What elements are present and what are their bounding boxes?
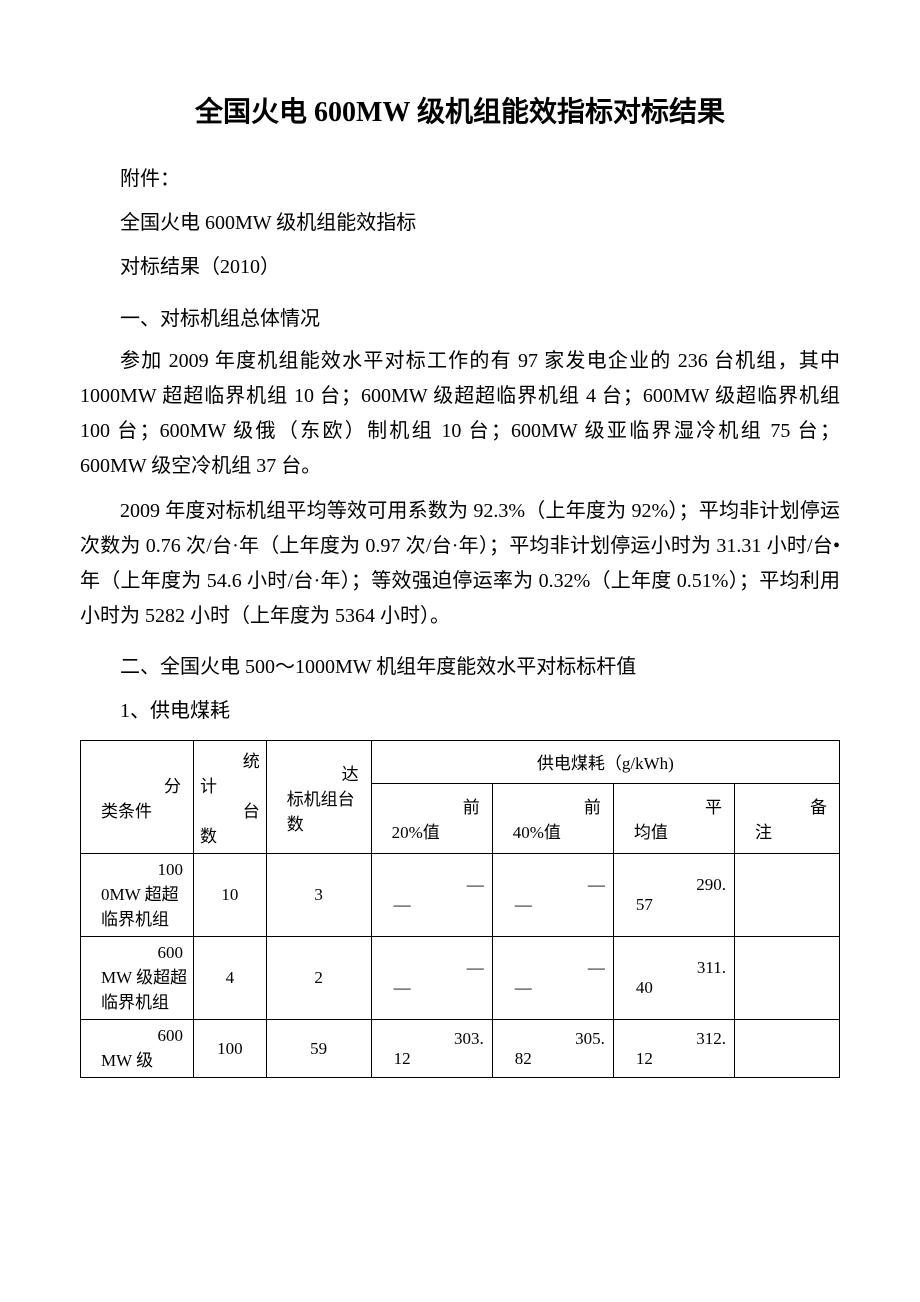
subtitle-line-1: 全国火电 600MW 级机组能效指标 xyxy=(80,204,840,242)
cell-note xyxy=(734,937,839,1020)
cell-category: 600 MW 级 xyxy=(81,1020,194,1078)
header-coal-group: 供电煤耗（g/kWh) xyxy=(371,741,839,784)
cell-count: 4 xyxy=(194,937,267,1020)
paragraph-1: 参加 2009 年度机组能效水平对标工作的有 97 家发电企业的 236 台机组… xyxy=(80,344,840,484)
section-2-1-heading: 1、供电煤耗 xyxy=(80,692,840,730)
header-avg: 平 均值 xyxy=(613,783,734,854)
section-1-heading: 一、对标机组总体情况 xyxy=(80,300,840,338)
header-count: 统 计 台 数 xyxy=(194,741,267,854)
cell-avg: 311.40 xyxy=(613,937,734,1020)
cell-avg: 290.57 xyxy=(613,854,734,937)
cell-count: 100 xyxy=(194,1020,267,1078)
paragraph-2: 2009 年度对标机组平均等效可用系数为 92.3%（上年度为 92%）；平均非… xyxy=(80,494,840,634)
section-2-heading: 二、全国火电 500～1000MW 机组年度能效水平对标标杆值 xyxy=(80,648,840,686)
cell-top40: 305.82 xyxy=(492,1020,613,1078)
page-title: 全国火电 600MW 级机组能效指标对标结果 xyxy=(80,90,840,130)
table-row: 600 MW 级超超临界机组 4 2 —— —— 311.40 xyxy=(81,937,840,1020)
cell-category: 600 MW 级超超临界机组 xyxy=(81,937,194,1020)
cell-top20: —— xyxy=(371,937,492,1020)
cell-top40: —— xyxy=(492,854,613,937)
attachment-label: 附件： xyxy=(80,160,840,198)
subtitle-line-2: 对标结果（2010） xyxy=(80,248,840,286)
cell-avg: 312.12 xyxy=(613,1020,734,1078)
cell-pass: 59 xyxy=(266,1020,371,1078)
cell-category: 100 0MW 超超临界机组 xyxy=(81,854,194,937)
header-note: 备 注 xyxy=(734,783,839,854)
header-top40: 前 40%值 xyxy=(492,783,613,854)
header-category: 分 类条件 xyxy=(81,741,194,854)
table-row: 600 MW 级 100 59 303.12 305.82 312.12 xyxy=(81,1020,840,1078)
cell-pass: 3 xyxy=(266,854,371,937)
coal-consumption-table: 分 类条件 统 计 台 数 达 标机组台数 供电煤耗（g/kWh) 前 20%值… xyxy=(80,740,840,1078)
cell-note xyxy=(734,1020,839,1078)
cell-top20: —— xyxy=(371,854,492,937)
header-top20: 前 20%值 xyxy=(371,783,492,854)
cell-count: 10 xyxy=(194,854,267,937)
cell-top20: 303.12 xyxy=(371,1020,492,1078)
cell-top40: —— xyxy=(492,937,613,1020)
header-pass: 达 标机组台数 xyxy=(266,741,371,854)
cell-note xyxy=(734,854,839,937)
cell-pass: 2 xyxy=(266,937,371,1020)
table-row: 100 0MW 超超临界机组 10 3 —— —— 290.57 xyxy=(81,854,840,937)
table-header-row-1: 分 类条件 统 计 台 数 达 标机组台数 供电煤耗（g/kWh) xyxy=(81,741,840,784)
